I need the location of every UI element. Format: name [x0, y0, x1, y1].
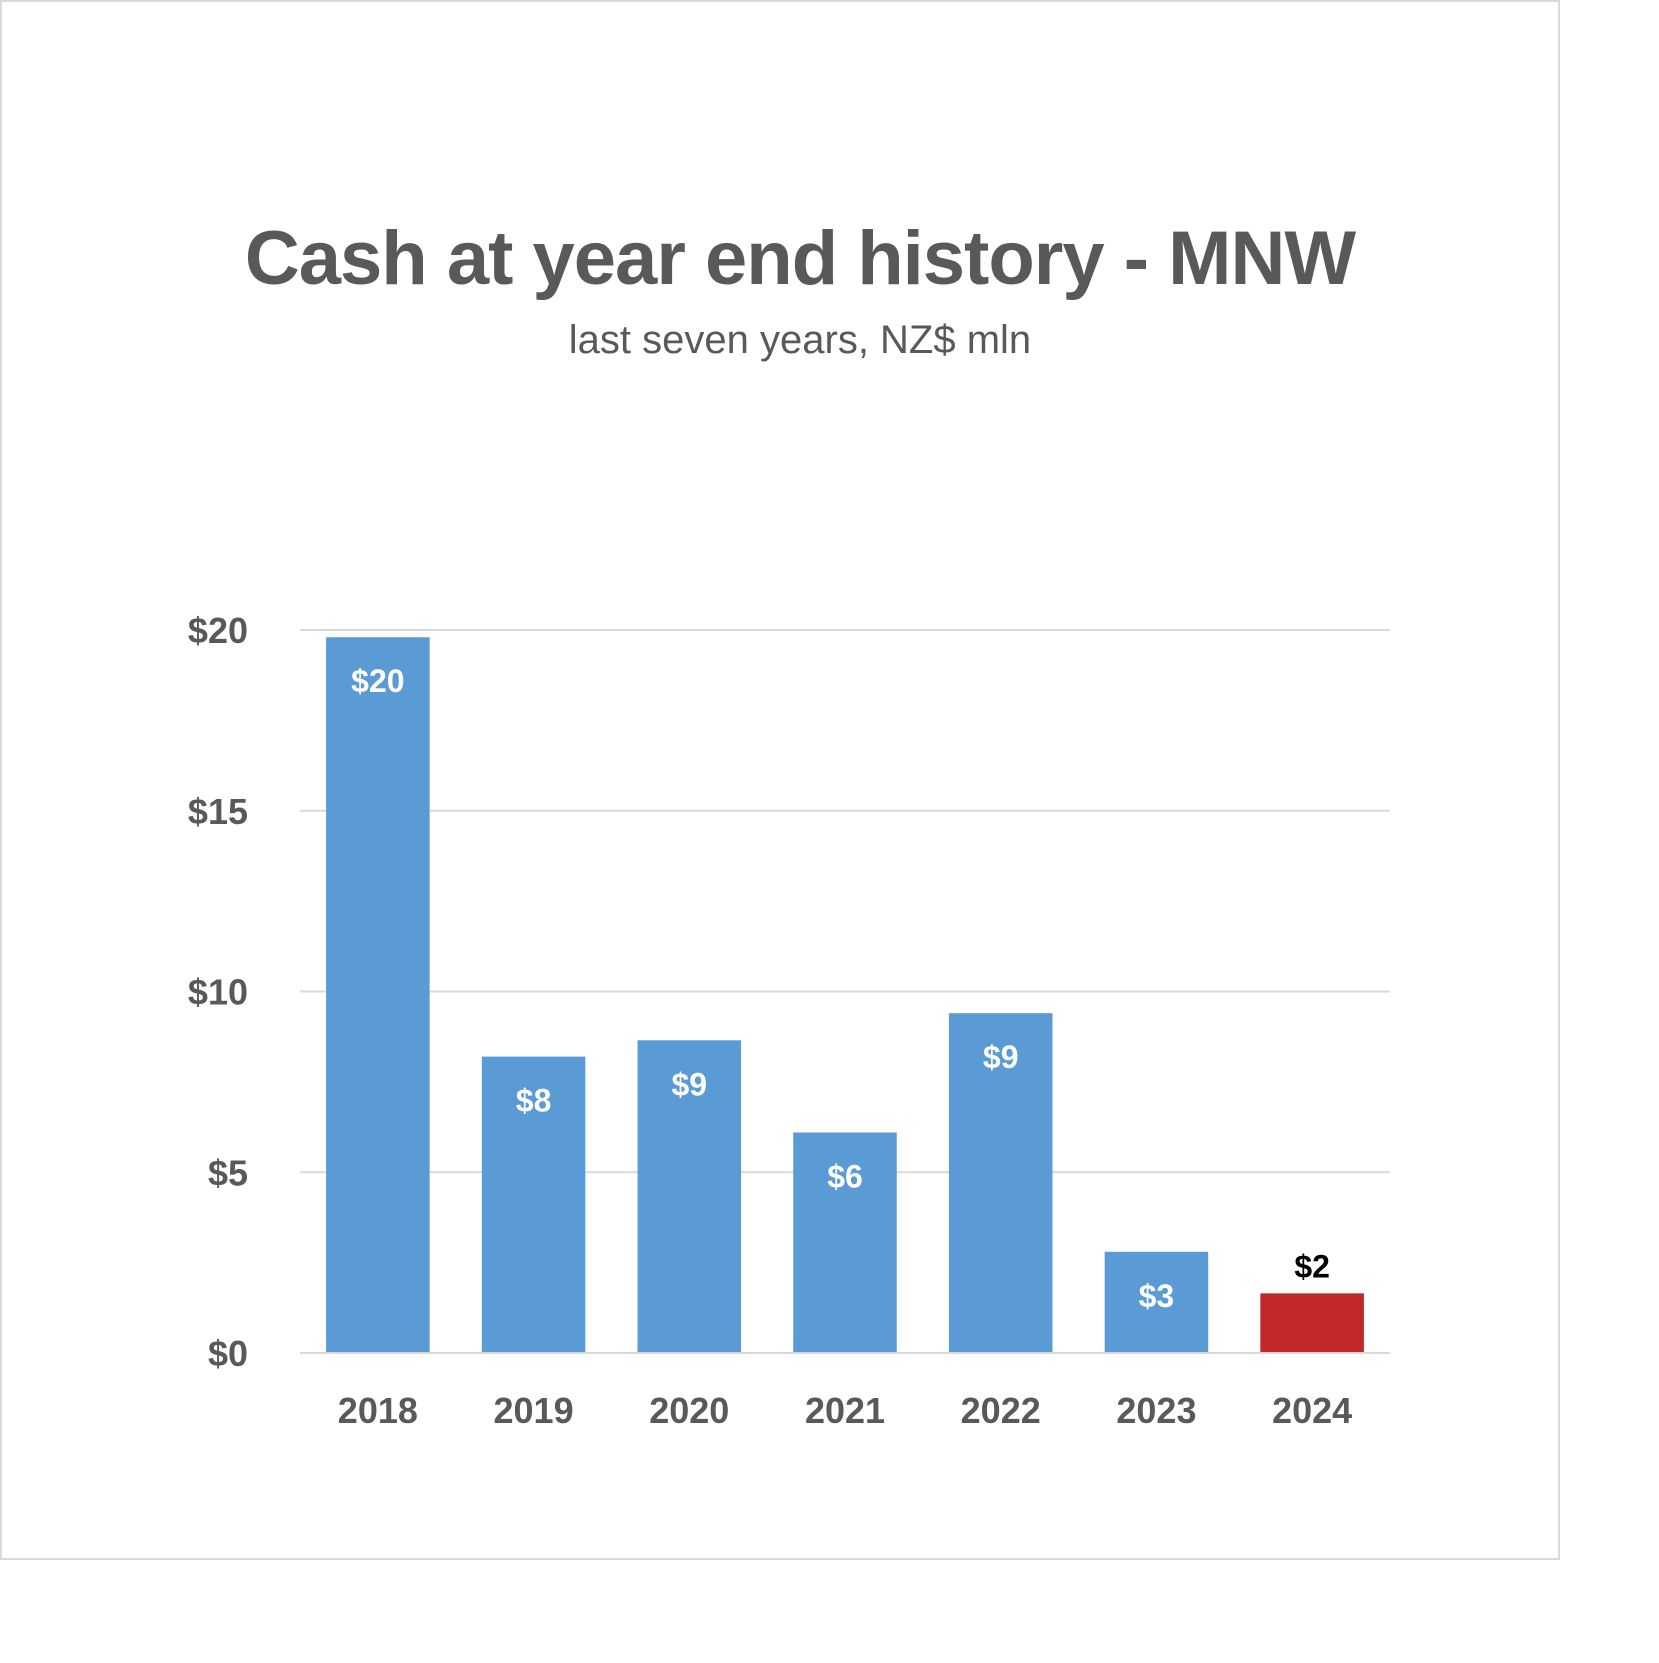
x-tick-label: 2022 — [961, 1390, 1041, 1431]
x-tick-label: 2019 — [494, 1390, 574, 1431]
y-tick-label: $10 — [188, 972, 248, 1013]
data-label: $8 — [516, 1083, 552, 1119]
data-label: $3 — [1139, 1278, 1175, 1314]
x-tick-label: 2020 — [649, 1390, 729, 1431]
y-tick-label: $15 — [188, 791, 248, 832]
y-tick-label: $5 — [208, 1152, 248, 1193]
bar — [481, 1056, 586, 1353]
x-tick-label: 2021 — [805, 1390, 885, 1431]
chart-title: Cash at year end history - MNW — [244, 216, 1356, 301]
bar — [1260, 1293, 1364, 1353]
x-tick-label: 2018 — [338, 1390, 418, 1431]
y-tick-label: $0 — [208, 1333, 248, 1374]
x-tick-label: 2023 — [1116, 1390, 1196, 1431]
data-label: $2 — [1294, 1248, 1330, 1284]
bar — [326, 637, 430, 1353]
bar — [637, 1040, 742, 1353]
data-label: $6 — [827, 1158, 863, 1194]
chart-subtitle: last seven years, NZ$ mln — [568, 318, 1032, 362]
data-label: $20 — [351, 663, 404, 699]
data-label: $9 — [983, 1039, 1019, 1075]
x-tick-label: 2024 — [1272, 1390, 1352, 1431]
data-label: $9 — [671, 1066, 707, 1102]
y-tick-label: $20 — [188, 610, 248, 651]
bar — [948, 1013, 1053, 1353]
bar — [1104, 1251, 1209, 1353]
bar — [793, 1132, 897, 1353]
